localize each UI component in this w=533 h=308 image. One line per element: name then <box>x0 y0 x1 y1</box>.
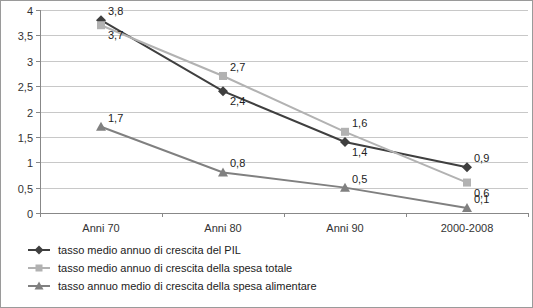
grid-line <box>40 61 528 62</box>
data-label: 0,1 <box>474 193 489 205</box>
x-tick-label: Anni 70 <box>82 222 119 234</box>
x-tick <box>406 213 407 217</box>
grid-line <box>40 86 528 87</box>
data-label: 1,4 <box>352 146 367 158</box>
x-tick-label: Anni 80 <box>204 222 241 234</box>
data-label: 2,7 <box>230 61 245 73</box>
x-tick <box>528 213 529 217</box>
y-axis <box>40 10 41 213</box>
x-tick-label: 2000-2008 <box>441 222 494 234</box>
y-tick-label: 0,5 <box>18 183 33 195</box>
data-label: 0,8 <box>230 157 245 169</box>
legend-marker <box>35 246 44 255</box>
y-tick <box>36 213 40 214</box>
y-tick <box>36 86 40 87</box>
y-tick <box>36 137 40 138</box>
chart-container: 0 0,5 1 1,5 2 2,5 3 3,5 4 Anni 70 Anni 80 Anni 90 20… <box>0 0 533 308</box>
plot-area <box>96 15 472 212</box>
chart-frame <box>1 1 533 308</box>
y-tick <box>36 188 40 189</box>
data-label: 1,6 <box>352 117 367 129</box>
legend-label: tasso medio annuo di crescita del PIL <box>58 244 241 256</box>
point-marker <box>341 128 349 136</box>
series-line <box>101 127 467 208</box>
x-tick <box>162 213 163 217</box>
point-marker <box>462 162 472 172</box>
data-label: 3,7 <box>108 29 123 41</box>
point-marker <box>97 21 105 29</box>
data-label: 1,7 <box>108 112 123 124</box>
x-tick <box>284 213 285 217</box>
y-tick-label: 2,5 <box>18 81 33 93</box>
legend-marker <box>35 282 44 290</box>
series-line <box>101 25 467 182</box>
y-tick <box>36 35 40 36</box>
grid-line <box>40 162 528 163</box>
point-marker <box>340 137 350 147</box>
data-labels: 3,82,41,40,93,72,71,60,61,70,80,50,1 <box>108 5 489 205</box>
x-tick <box>40 213 41 217</box>
data-label: 3,8 <box>108 5 123 17</box>
y-tick <box>36 162 40 163</box>
legend-label: tasso annuo medio di crescita della spes… <box>58 280 317 292</box>
grid-line <box>40 188 528 189</box>
x-tick-label: Anni 90 <box>326 222 363 234</box>
y-tick <box>36 61 40 62</box>
point-marker <box>463 179 471 187</box>
y-tick-label: 3 <box>27 56 33 68</box>
legend: tasso medio annuo di crescita del PIL tas… <box>28 244 317 292</box>
y-tick-label: 2 <box>27 107 33 119</box>
point-marker <box>96 122 106 131</box>
series-line <box>101 20 467 167</box>
point-marker <box>340 183 350 192</box>
y-tick <box>36 112 40 113</box>
y-tick <box>36 10 40 11</box>
data-label: 2,4 <box>230 95 245 107</box>
legend-label: tasso medio annuo di crescita della spes… <box>58 262 292 274</box>
y-tick-label: 4 <box>27 5 33 17</box>
chart-svg: 0 0,5 1 1,5 2 2,5 3 3,5 4 Anni 70 Anni 80 Anni 90 20… <box>0 0 533 308</box>
point-marker <box>219 72 227 80</box>
point-marker <box>462 203 472 212</box>
y-tick-label: 3,5 <box>18 30 33 42</box>
legend-marker <box>36 265 43 272</box>
point-marker <box>218 167 228 176</box>
y-tick-label: 1 <box>27 157 33 169</box>
data-label: 0,9 <box>474 152 489 164</box>
y-tick-label: 0 <box>27 208 33 220</box>
point-marker <box>218 86 228 96</box>
y-tick-label: 1,5 <box>18 132 33 144</box>
grid-line <box>40 137 528 138</box>
data-label: 0,5 <box>352 173 367 185</box>
